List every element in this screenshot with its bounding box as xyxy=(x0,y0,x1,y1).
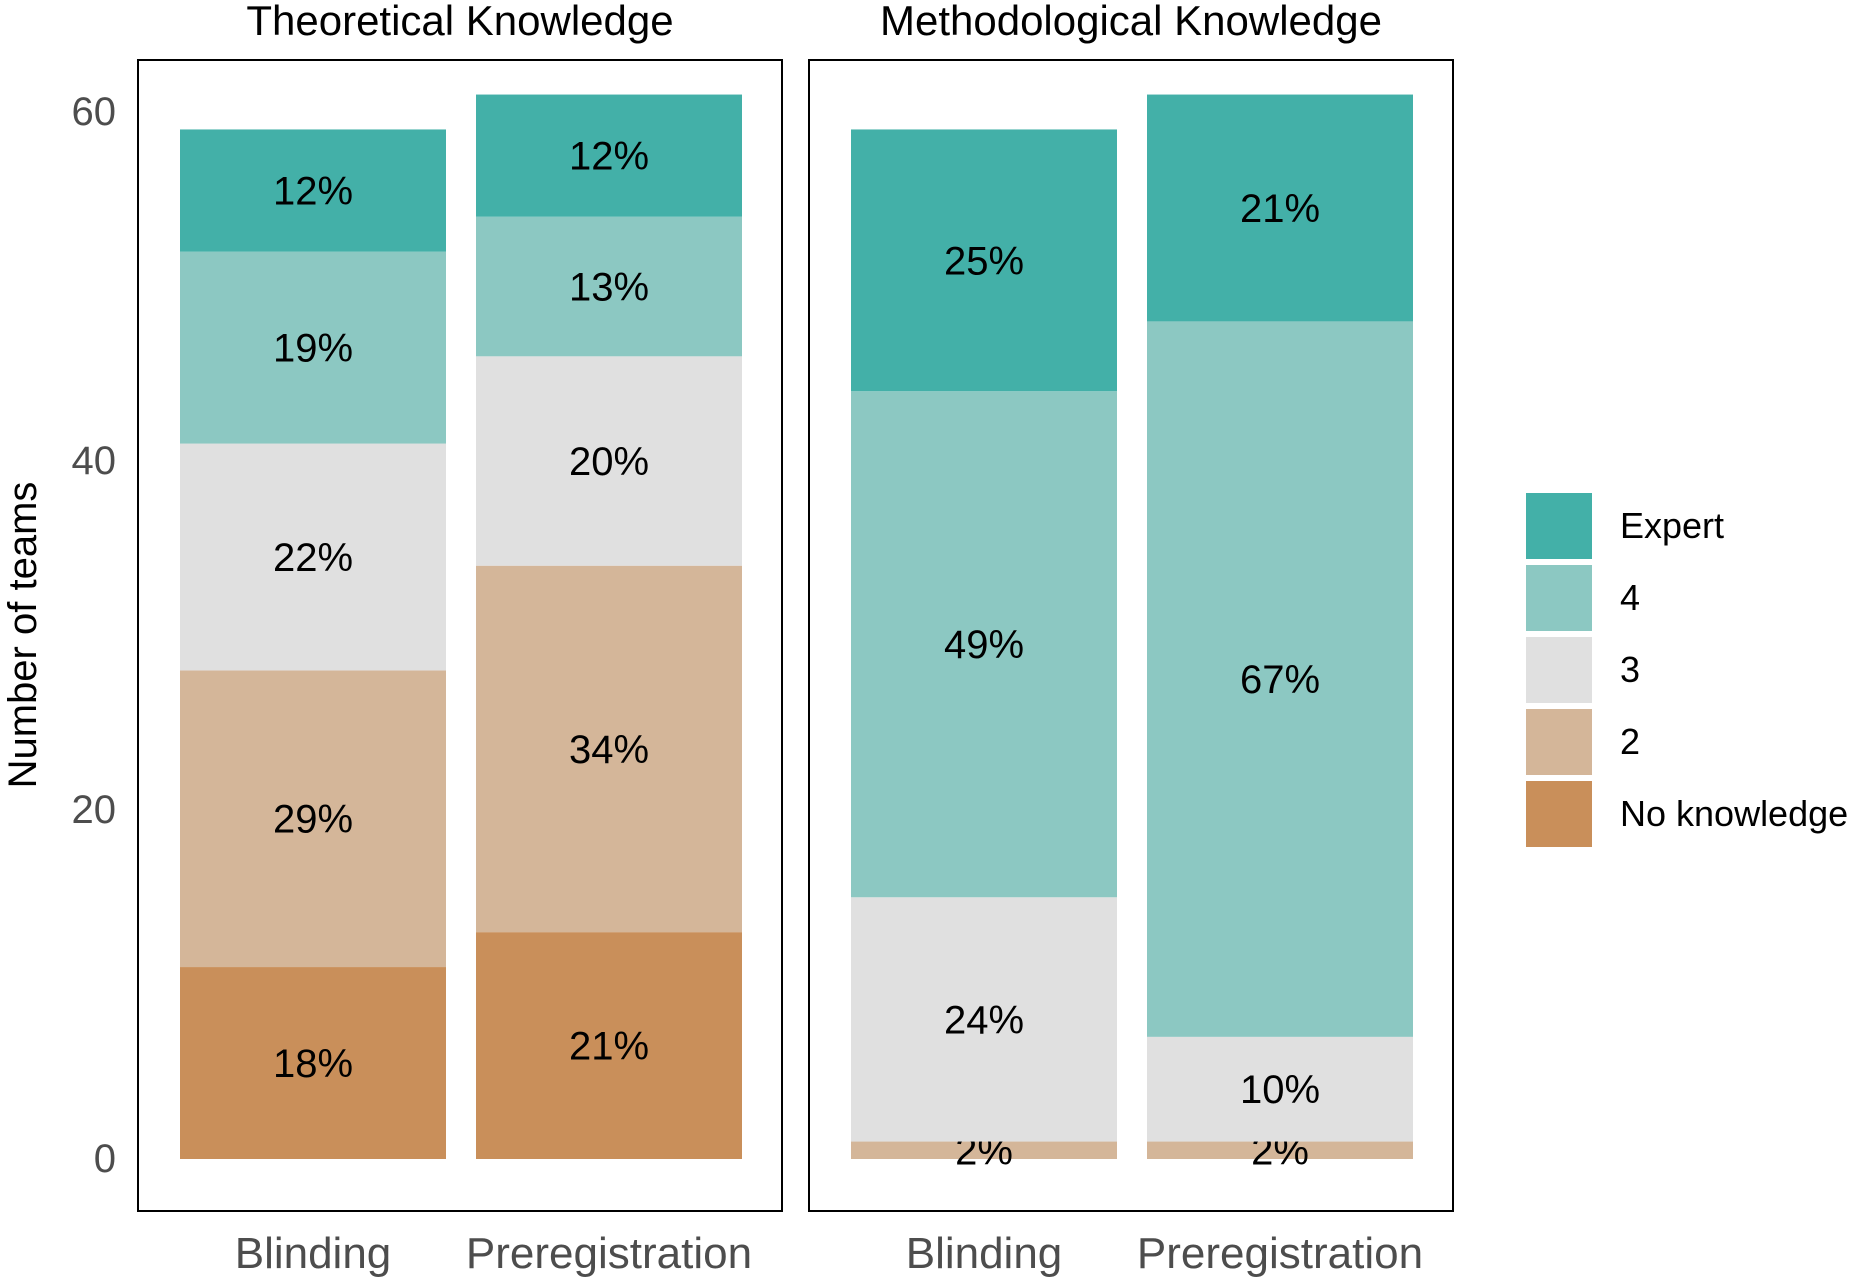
legend-item-4: 4 xyxy=(1526,565,1640,631)
data-label: 21% xyxy=(569,1025,649,1069)
data-label: 19% xyxy=(273,327,353,371)
bar-blinding: 2%24%49%25% xyxy=(851,129,1117,1173)
legend-item-2: 2 xyxy=(1526,709,1640,775)
panel-title: Theoretical Knowledge xyxy=(246,0,673,44)
bar-segment-no-knowledge xyxy=(476,932,742,1159)
data-label: 25% xyxy=(944,239,1024,283)
legend-label: 4 xyxy=(1620,577,1640,618)
data-label: 10% xyxy=(1240,1068,1320,1112)
bar-segment-4 xyxy=(851,391,1117,898)
data-label: 12% xyxy=(569,135,649,179)
bar-segment-3 xyxy=(476,356,742,566)
bar-segment-2 xyxy=(1147,1141,1413,1159)
legend-item-no-knowledge: No knowledge xyxy=(1526,781,1848,847)
x-tick-label-blinding: Blinding xyxy=(235,1229,392,1278)
legend-swatch xyxy=(1526,565,1592,631)
bar-segment-2 xyxy=(851,1141,1117,1159)
bar-preregistration: 21% 34% 20% 13% 12% xyxy=(476,94,742,1159)
bar-segment-2 xyxy=(180,670,446,968)
legend-swatch xyxy=(1526,637,1592,703)
bar-segment-expert xyxy=(180,129,446,252)
legend-item-3: 3 xyxy=(1526,637,1640,703)
data-label: 34% xyxy=(569,728,649,772)
legend-label: 3 xyxy=(1620,649,1640,690)
chart-panels: Theoretical Knowledge 18% 29% 22% 19% 12% Blin… xyxy=(137,0,1454,1278)
bar-segment-3 xyxy=(851,897,1117,1142)
bar-segment-expert xyxy=(851,129,1117,392)
panel-title: Methodological Knowledge xyxy=(880,0,1382,44)
panel-methodological-knowledge: Methodological Knowledge2%24%49%25%Blind… xyxy=(808,0,1454,1278)
bar-segment-4 xyxy=(476,216,742,357)
data-label: 22% xyxy=(273,536,353,580)
panel-theoretical-knowledge: Theoretical Knowledge 18% 29% 22% 19% 12% Blin… xyxy=(137,0,783,1278)
legend-swatch xyxy=(1526,493,1592,559)
x-tick-label-preregistration: Preregistration xyxy=(1137,1229,1423,1278)
bar-segment-4 xyxy=(1147,321,1413,1037)
data-label: 49% xyxy=(944,623,1024,667)
bar-preregistration: 2%10%67%21% xyxy=(1147,94,1413,1173)
bar-segment-no-knowledge xyxy=(180,967,446,1159)
data-label: 13% xyxy=(569,266,649,310)
legend-item-expert: Expert xyxy=(1526,493,1724,559)
bar-segment-4 xyxy=(180,251,446,444)
y-tick-label-0: 0 xyxy=(94,1137,116,1181)
data-label: 12% xyxy=(273,170,353,214)
bar-segment-expert xyxy=(1147,94,1413,322)
data-label: 24% xyxy=(944,998,1024,1042)
panel-border xyxy=(137,59,783,1212)
data-label: 67% xyxy=(1240,658,1320,702)
bar-blinding: 18% 29% 22% 19% 12% xyxy=(180,129,446,1159)
bar-segment-3 xyxy=(180,443,446,671)
data-label: 29% xyxy=(273,798,353,842)
data-label: 21% xyxy=(1240,187,1320,231)
legend-label: 2 xyxy=(1620,721,1640,762)
y-tick-label-60: 60 xyxy=(72,90,117,134)
legend-label: No knowledge xyxy=(1620,793,1848,834)
bar-segment-expert xyxy=(476,94,742,217)
bar-segment-3 xyxy=(1147,1036,1413,1142)
y-tick-label-20: 20 xyxy=(72,788,117,832)
bar-segment-2 xyxy=(476,565,742,933)
legend-swatch xyxy=(1526,709,1592,775)
y-tick-label-40: 40 xyxy=(72,439,117,483)
data-label: 20% xyxy=(569,440,649,484)
legend: Expert 4 3 2 No knowledge xyxy=(1526,493,1848,847)
x-tick-label-blinding: Blinding xyxy=(906,1229,1063,1278)
legend-label: Expert xyxy=(1620,505,1724,546)
panel-border xyxy=(808,59,1454,1212)
y-axis: 0 20 40 60 Number of teams xyxy=(1,90,116,1181)
data-label: 18% xyxy=(273,1042,353,1086)
x-tick-label-preregistration: Preregistration xyxy=(466,1229,752,1278)
y-axis-title: Number of teams xyxy=(1,482,45,789)
legend-swatch xyxy=(1526,781,1592,847)
